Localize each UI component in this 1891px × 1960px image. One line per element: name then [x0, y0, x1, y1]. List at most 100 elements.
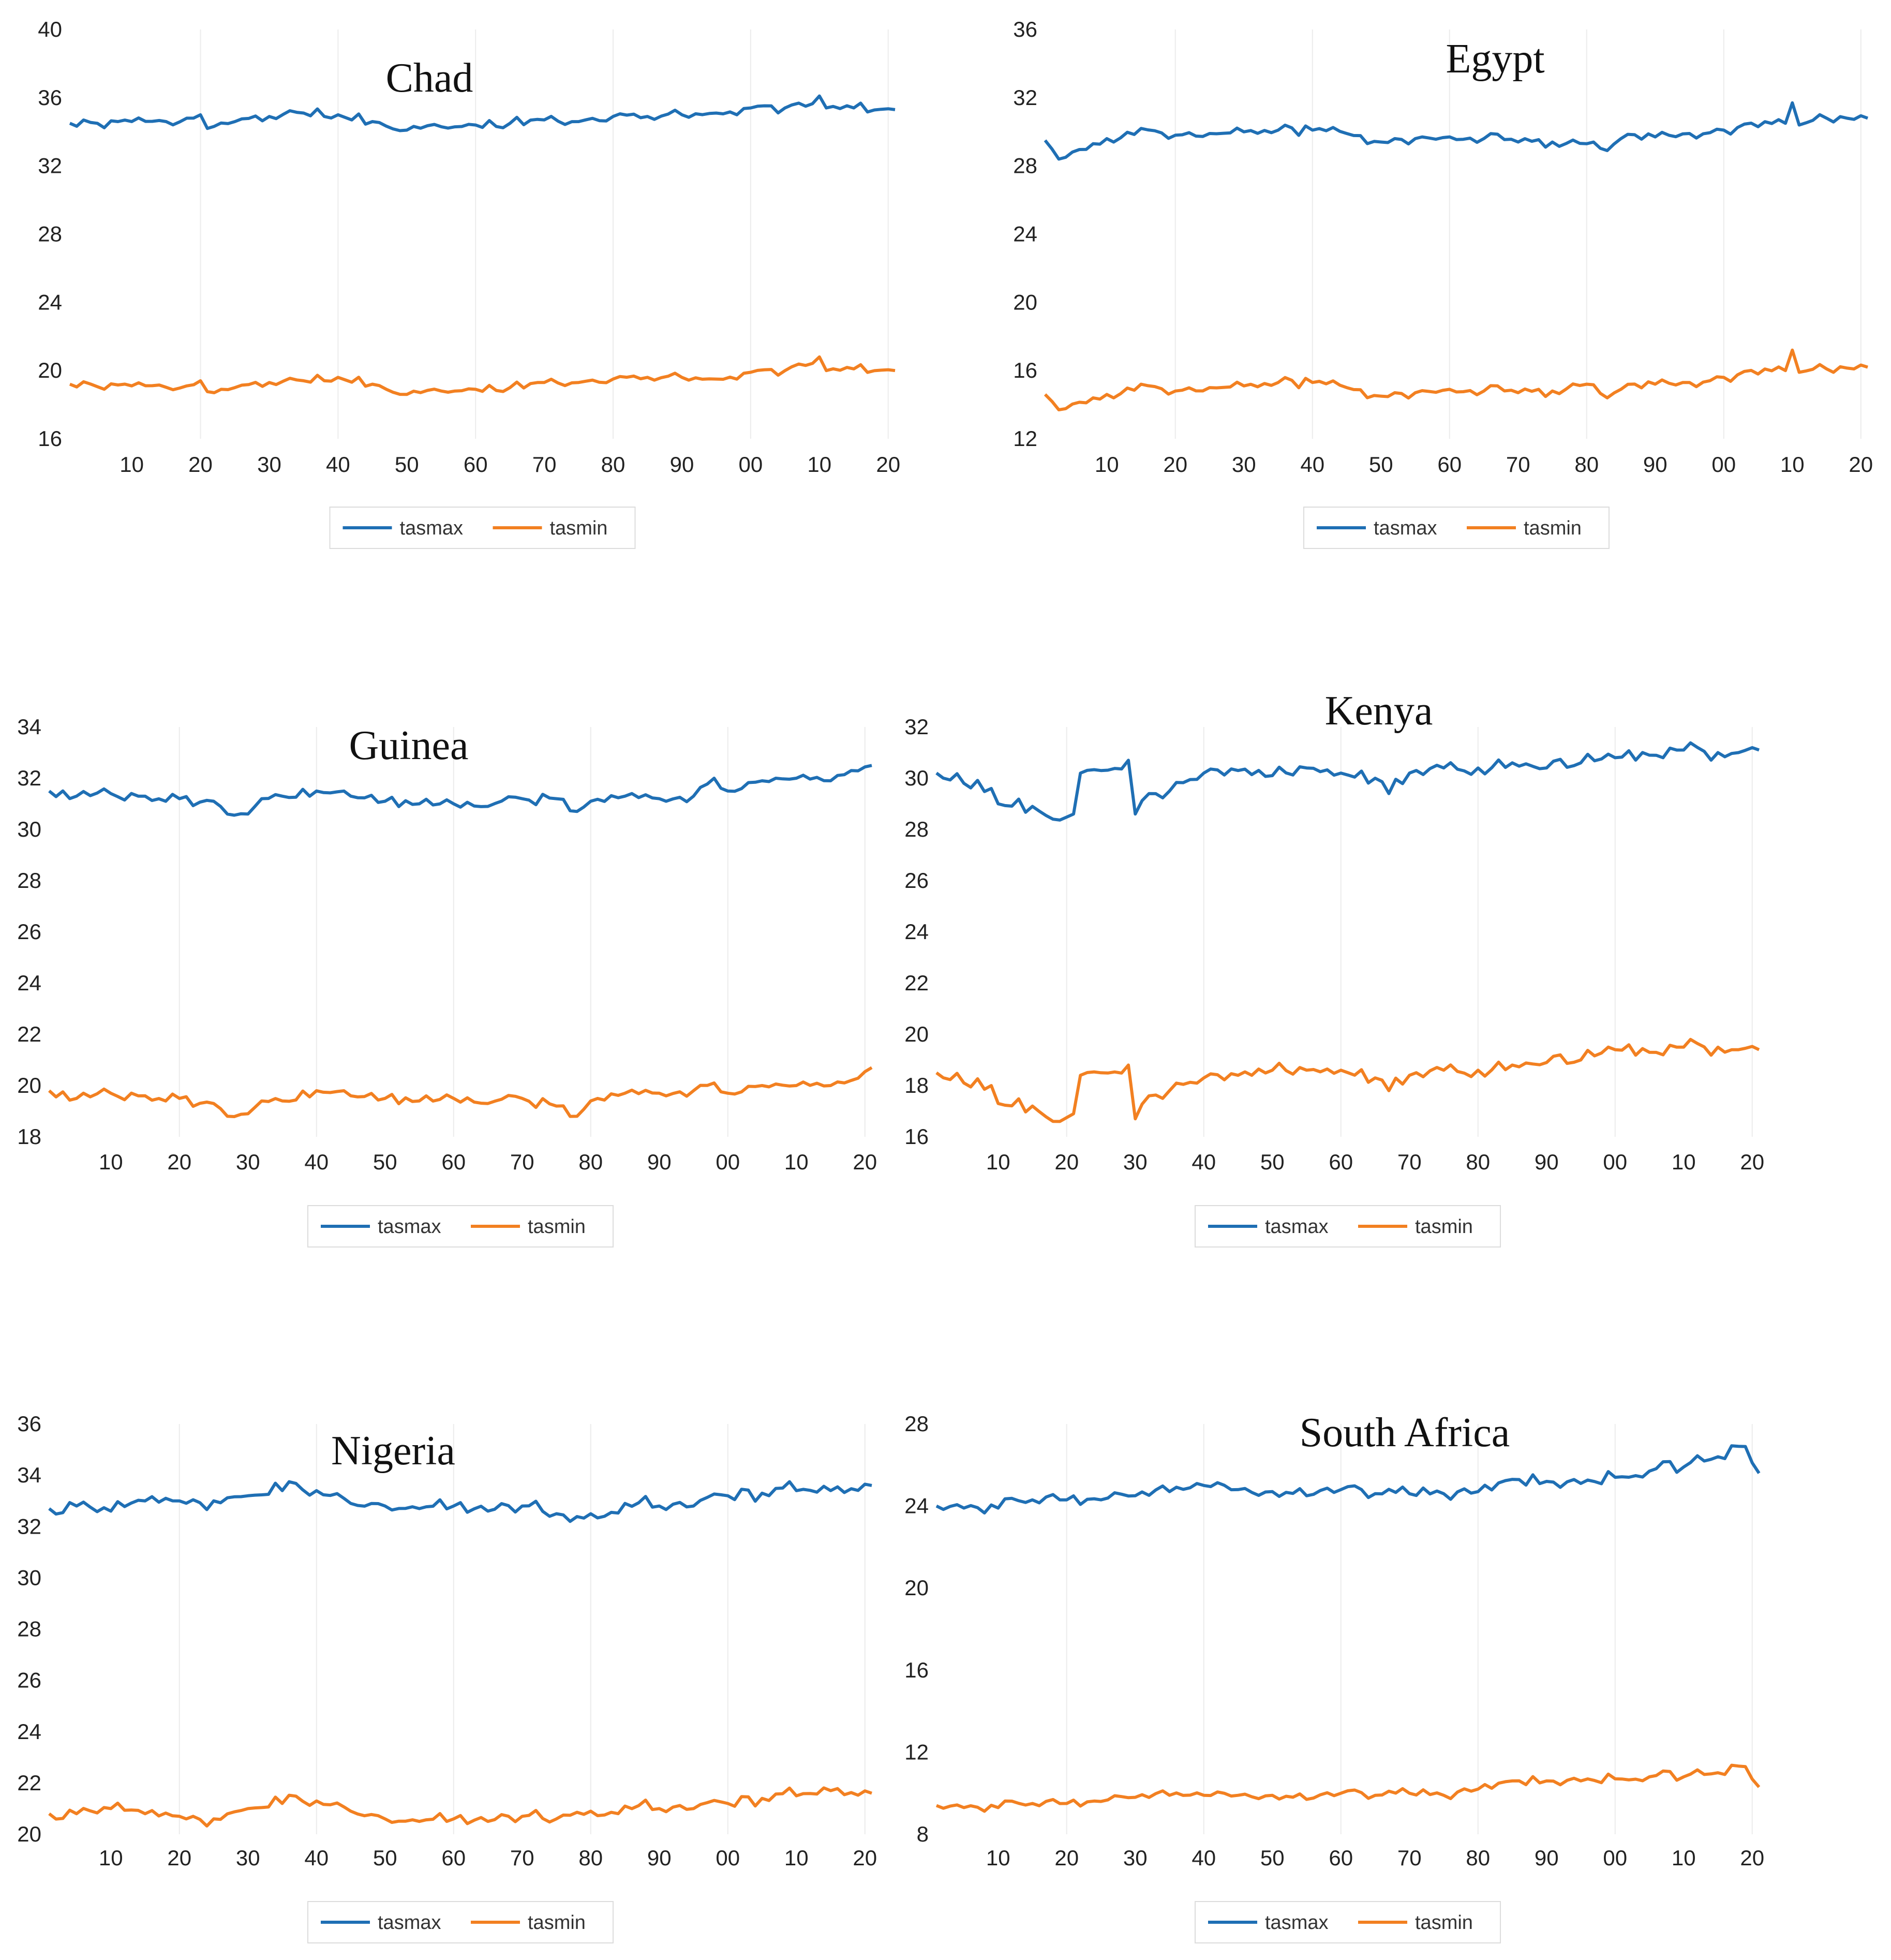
- x-tick-label: 20: [1163, 452, 1187, 477]
- y-tick-label: 20: [904, 1022, 929, 1046]
- y-tick-label: 20: [1013, 290, 1037, 314]
- x-tick-label: 20: [853, 1150, 877, 1174]
- x-tick-label: 50: [395, 452, 419, 477]
- x-tick-label: 00: [716, 1150, 740, 1174]
- x-tick-label: 40: [304, 1150, 329, 1174]
- x-tick-label: 70: [510, 1150, 534, 1174]
- legend-label-tasmax: tasmax: [400, 517, 463, 539]
- x-tick-label: 60: [441, 1846, 466, 1870]
- chart-title: Guinea: [349, 723, 468, 768]
- legend-label-tasmin: tasmin: [528, 1912, 586, 1934]
- x-tick-label: 20: [188, 452, 213, 477]
- y-tick-label: 32: [17, 766, 41, 790]
- x-tick-label: 20: [1740, 1846, 1764, 1870]
- chart-title: Egypt: [1446, 36, 1544, 82]
- y-tick-label: 24: [904, 919, 929, 944]
- chart-panel-4: 20 22 24 26 28 30 32 34 36 10 20 30 40 50 60 70 80 90 00 10…: [17, 1412, 877, 1943]
- y-tick-label: 16: [904, 1124, 929, 1149]
- y-tick-label: 22: [17, 1771, 41, 1795]
- y-tick-label: 34: [17, 1463, 41, 1487]
- x-tick-label: 80: [601, 452, 626, 477]
- x-tick-label: 50: [373, 1150, 397, 1174]
- y-tick-label: 22: [904, 971, 929, 995]
- legend-label-tasmax: tasmax: [1265, 1216, 1328, 1238]
- y-tick-label: 28: [1013, 154, 1037, 178]
- y-tick-label: 36: [38, 85, 62, 110]
- x-tick-label: 90: [647, 1150, 672, 1174]
- x-tick-label: 80: [578, 1846, 603, 1870]
- x-tick-label: 30: [236, 1150, 260, 1174]
- y-tick-label: 32: [904, 715, 929, 739]
- legend: tasmax tasmin: [329, 507, 636, 549]
- x-tick-label: 80: [1574, 452, 1599, 477]
- series-line-tasmin: [69, 355, 896, 396]
- x-tick-label: 60: [1437, 452, 1462, 477]
- y-tick-label: 16: [1013, 358, 1037, 382]
- series-line-tasmin: [48, 1786, 872, 1828]
- y-tick-label: 12: [904, 1740, 929, 1764]
- x-tick-label: 90: [1535, 1846, 1559, 1870]
- y-tick-label: 24: [17, 971, 41, 995]
- x-tick-label: 70: [532, 452, 557, 477]
- x-tick-label: 00: [1603, 1150, 1627, 1174]
- series-line-tasmax: [1044, 101, 1869, 161]
- y-tick-label: 30: [17, 817, 41, 841]
- series-line-tasmax: [935, 741, 1760, 822]
- x-tick-label: 00: [1711, 452, 1736, 477]
- x-tick-label: 10: [1095, 452, 1119, 477]
- series-line-tasmax: [69, 94, 896, 132]
- x-tick-label: 40: [1192, 1150, 1216, 1174]
- x-tick-label: 90: [647, 1846, 672, 1870]
- x-tick-label: 80: [1466, 1150, 1490, 1174]
- y-tick-label: 20: [17, 1822, 41, 1846]
- x-tick-label: 80: [578, 1150, 603, 1174]
- chart-title: Kenya: [1325, 688, 1433, 734]
- x-tick-label: 10: [807, 452, 831, 477]
- legend-label-tasmax: tasmax: [378, 1912, 441, 1934]
- x-tick-label: 10: [986, 1150, 1010, 1174]
- x-tick-label: 30: [1123, 1846, 1148, 1870]
- y-tick-label: 28: [17, 1617, 41, 1641]
- x-tick-label: 30: [236, 1846, 260, 1870]
- y-tick-label: 22: [17, 1022, 41, 1046]
- legend: tasmax tasmin: [1195, 1205, 1501, 1248]
- y-tick-label: 16: [38, 426, 62, 451]
- x-tick-label: 30: [257, 452, 281, 477]
- x-tick-label: 50: [1260, 1150, 1285, 1174]
- x-tick-label: 90: [670, 452, 694, 477]
- x-tick-label: 80: [1466, 1846, 1490, 1870]
- x-tick-label: 00: [1603, 1846, 1627, 1870]
- x-tick-label: 30: [1232, 452, 1256, 477]
- legend-label-tasmin: tasmin: [528, 1216, 586, 1238]
- x-tick-label: 60: [1329, 1846, 1353, 1870]
- y-tick-label: 20: [17, 1073, 41, 1097]
- y-tick-label: 28: [904, 1412, 929, 1436]
- y-tick-label: 12: [1013, 426, 1037, 451]
- x-tick-label: 10: [99, 1150, 123, 1174]
- x-tick-label: 10: [1780, 452, 1805, 477]
- legend-label-tasmax: tasmax: [1374, 517, 1437, 539]
- y-tick-label: 36: [1013, 17, 1037, 41]
- chart-panel-5: 8 12 16 20 24 28 10 20 30 40 50 60 70 80 90 00 10 20 South…: [904, 1410, 1764, 1943]
- x-tick-label: 60: [441, 1150, 466, 1174]
- y-tick-label: 24: [17, 1719, 41, 1744]
- y-tick-label: 28: [17, 868, 41, 893]
- x-tick-label: 20: [1740, 1150, 1764, 1174]
- chart-title: Nigeria: [331, 1428, 455, 1474]
- chart-panel-3: 16 18 20 22 24 26 28 30 32 10 20 30 40 50 60 70 80 90 00 10…: [904, 688, 1764, 1248]
- series-line-tasmin: [48, 1066, 873, 1118]
- x-tick-label: 30: [1123, 1150, 1148, 1174]
- x-tick-label: 70: [1397, 1846, 1422, 1870]
- legend-label-tasmin: tasmin: [550, 517, 608, 539]
- legend-label-tasmin: tasmin: [1415, 1216, 1473, 1238]
- x-tick-label: 10: [986, 1846, 1010, 1870]
- x-tick-label: 10: [1672, 1846, 1696, 1870]
- x-tick-label: 90: [1535, 1150, 1559, 1174]
- x-tick-label: 40: [304, 1846, 329, 1870]
- y-tick-label: 32: [1013, 85, 1037, 110]
- legend: tasmax tasmin: [307, 1901, 614, 1943]
- chart-title: South Africa: [1300, 1410, 1510, 1456]
- chart-panel-1: 12 16 20 24 28 32 36 10 20 30 40 50 60 70 80 90 00 10 20 Eg…: [1013, 17, 1873, 549]
- x-tick-label: 20: [876, 452, 900, 477]
- x-tick-label: 20: [853, 1846, 877, 1870]
